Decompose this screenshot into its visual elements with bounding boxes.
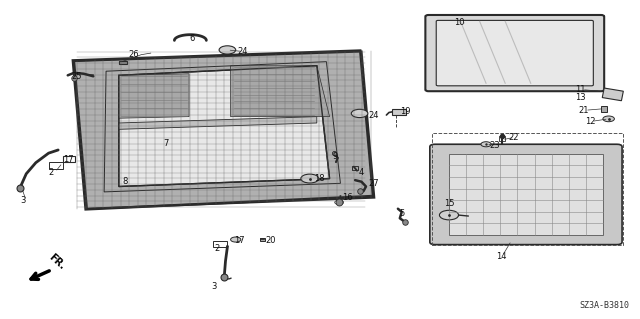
- Text: SZ3A-B3810: SZ3A-B3810: [580, 301, 630, 310]
- Polygon shape: [119, 117, 317, 129]
- Text: 18: 18: [314, 174, 324, 183]
- Circle shape: [351, 109, 368, 118]
- Text: 3: 3: [211, 282, 217, 291]
- FancyBboxPatch shape: [436, 20, 593, 86]
- Text: 3: 3: [20, 196, 25, 205]
- Bar: [352, 167, 358, 170]
- Text: 9: 9: [333, 152, 338, 161]
- Text: 25: 25: [71, 72, 81, 81]
- Bar: [119, 61, 127, 64]
- Bar: [63, 156, 75, 162]
- Text: 2: 2: [49, 168, 54, 177]
- Text: 2: 2: [214, 244, 220, 253]
- Text: 14: 14: [495, 252, 506, 261]
- Text: 19: 19: [400, 108, 410, 116]
- Circle shape: [603, 116, 614, 122]
- Polygon shape: [119, 74, 189, 118]
- Bar: [392, 109, 406, 115]
- Text: 26: 26: [129, 50, 139, 59]
- Circle shape: [301, 174, 319, 183]
- Polygon shape: [230, 66, 330, 117]
- Text: 12: 12: [585, 117, 596, 126]
- Text: 11: 11: [575, 85, 586, 94]
- Text: 7: 7: [164, 139, 169, 148]
- Text: 10: 10: [454, 19, 465, 27]
- Text: 17: 17: [234, 236, 244, 245]
- FancyBboxPatch shape: [430, 144, 622, 245]
- Circle shape: [481, 142, 491, 147]
- Bar: [260, 238, 265, 241]
- Polygon shape: [602, 88, 623, 101]
- Text: 6: 6: [189, 34, 195, 43]
- Circle shape: [230, 237, 241, 242]
- Text: 4: 4: [358, 168, 364, 177]
- Bar: [49, 162, 63, 169]
- Circle shape: [219, 46, 236, 54]
- Text: 27: 27: [368, 179, 378, 188]
- Polygon shape: [74, 51, 374, 209]
- Text: 13: 13: [575, 93, 586, 102]
- Text: FR.: FR.: [47, 252, 67, 271]
- Circle shape: [440, 210, 459, 220]
- Text: 5: 5: [400, 209, 405, 218]
- Text: 24: 24: [237, 47, 248, 56]
- Bar: [499, 136, 505, 141]
- Bar: [212, 241, 227, 247]
- Text: 8: 8: [122, 177, 127, 186]
- Text: 15: 15: [445, 199, 455, 208]
- Bar: [449, 154, 603, 235]
- Text: 16: 16: [342, 193, 353, 202]
- Text: 21: 21: [579, 106, 589, 115]
- Text: 17: 17: [63, 155, 74, 164]
- Text: 22: 22: [508, 133, 519, 142]
- FancyBboxPatch shape: [426, 15, 604, 91]
- Text: 24: 24: [368, 111, 378, 120]
- Polygon shape: [119, 66, 330, 187]
- Text: 20: 20: [266, 236, 276, 245]
- Text: 23: 23: [489, 141, 500, 150]
